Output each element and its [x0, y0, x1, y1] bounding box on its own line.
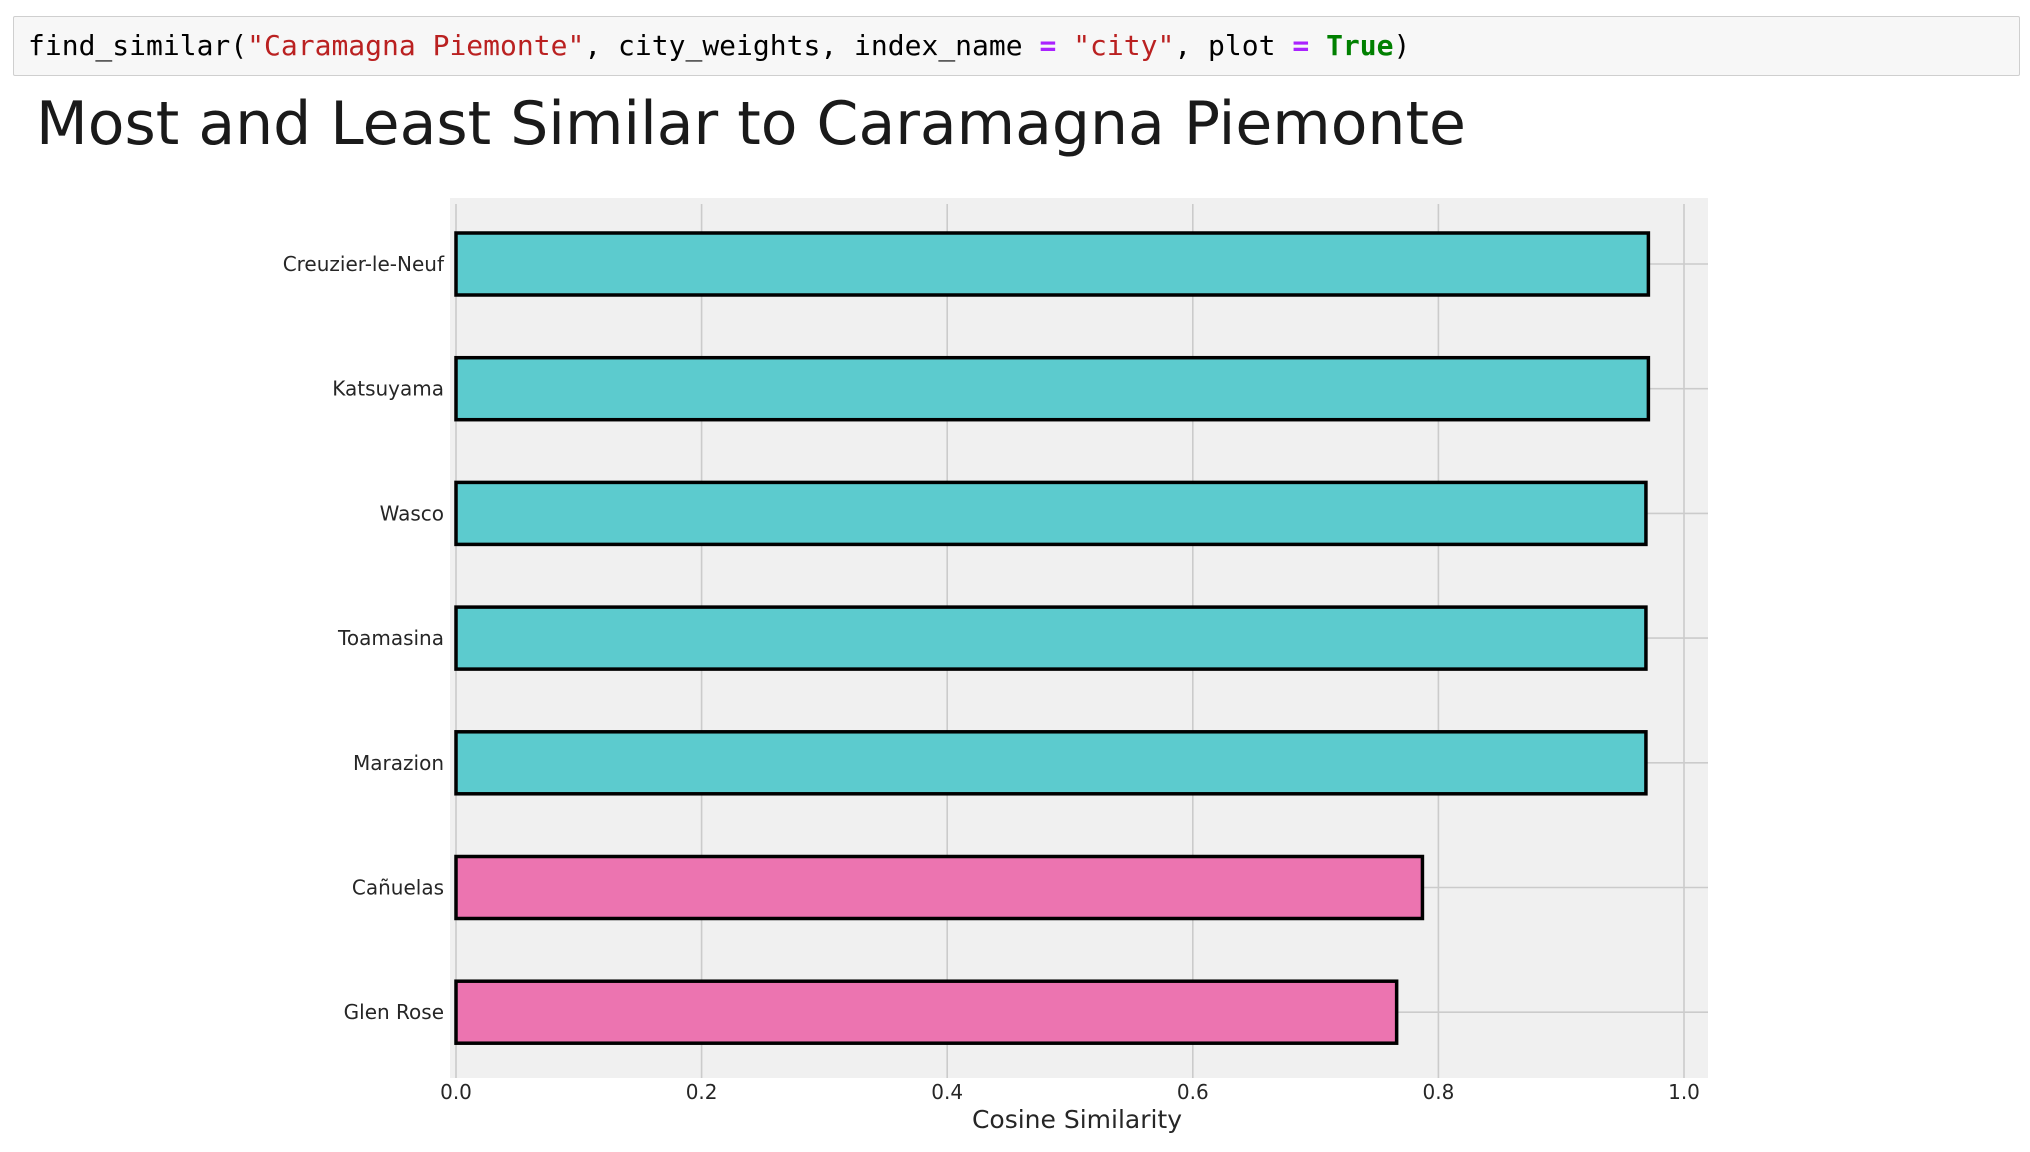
code-equals-operator: = — [1292, 29, 1310, 62]
bar — [454, 480, 1648, 547]
y-tick-label: Glen Rose — [344, 1000, 444, 1024]
code-index-name-value: "city" — [1073, 29, 1175, 62]
y-tick-labels: Creuzier-le-Neuf Katsuyama Wasco Toamasina M… — [283, 252, 445, 1024]
bar — [454, 231, 1651, 297]
bar — [454, 979, 1399, 1045]
y-tick-label: Cañuelas — [352, 876, 444, 900]
y-tick-label: Wasco — [380, 501, 444, 525]
x-tick-label: 1.0 — [1668, 1080, 1700, 1104]
y-tick-label: Marazion — [353, 751, 444, 775]
code-plot-argument: , plot — [1174, 29, 1293, 62]
x-tick-label: 0.6 — [1177, 1080, 1209, 1104]
code-cell[interactable]: find_similar("Caramagna Piemonte", city_… — [13, 16, 2020, 76]
code-function-call: find_similar( — [28, 29, 248, 62]
code-equals-operator: = — [1039, 29, 1057, 62]
bar — [454, 854, 1425, 921]
x-tick-label: 0.0 — [440, 1080, 472, 1104]
code-weights-argument: , city_weights, index_name — [584, 29, 1040, 62]
y-tick-label: Creuzier-le-Neuf — [283, 252, 445, 276]
code-plot-value: True — [1326, 29, 1394, 62]
x-tick-label: 0.8 — [1422, 1080, 1454, 1104]
y-tick-label: Toamasina — [337, 626, 444, 650]
y-tick-label: Katsuyama — [332, 377, 444, 401]
bar — [454, 730, 1648, 796]
code-city-argument: "Caramagna Piemonte" — [247, 29, 585, 62]
bar — [454, 355, 1651, 422]
code-close-paren: ) — [1393, 29, 1411, 62]
bar — [454, 605, 1648, 671]
x-tick-label: 0.2 — [686, 1080, 718, 1104]
chart-title: Most and Least Similar to Caramagna Piem… — [36, 89, 1466, 159]
x-tick-label: 0.4 — [931, 1080, 963, 1104]
x-axis-label: Cosine Similarity — [972, 1105, 1182, 1134]
x-tick-labels: 0.0 0.2 0.4 0.6 0.8 1.0 — [440, 1080, 1700, 1104]
bars — [454, 231, 1651, 1045]
